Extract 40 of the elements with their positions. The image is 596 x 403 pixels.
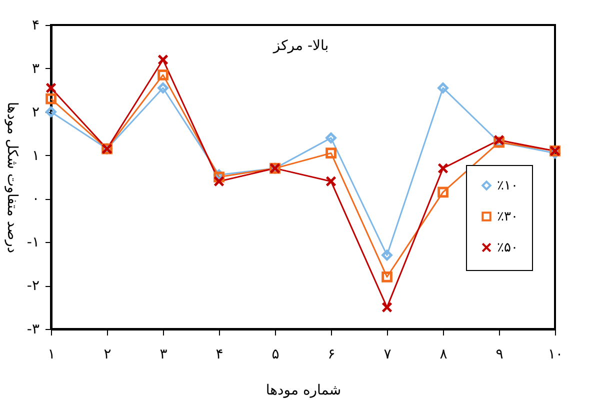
- x-tick-label: ۵: [272, 346, 280, 362]
- y-axis-title: درصد متفاوت شکل مودها: [4, 102, 20, 254]
- point: [438, 162, 448, 174]
- point: [46, 93, 56, 104]
- x-tick-label: ۶: [328, 346, 336, 362]
- point: [214, 176, 224, 187]
- point: [46, 82, 56, 94]
- legend-label: ٪۵۰: [497, 240, 518, 256]
- y-tick-label: ۳: [32, 60, 40, 77]
- y-tick-label: -۳: [26, 322, 40, 338]
- legend-label: ٪۳۰: [497, 210, 518, 224]
- point: [326, 148, 336, 159]
- x-tick-label: ۸: [440, 346, 448, 362]
- x-tick-label: ۹: [496, 346, 504, 362]
- point: [158, 70, 168, 80]
- point: [158, 54, 168, 66]
- x-tick-label: ۳: [160, 346, 168, 362]
- point: [326, 132, 336, 144]
- x-tick-label: ۲: [104, 346, 112, 362]
- y-tick-label: -۱: [26, 234, 40, 251]
- y-tick-label: ۲: [32, 104, 40, 120]
- x-tick-label: ۷: [384, 346, 392, 362]
- point: [382, 302, 392, 313]
- legend-label: ٪۱۰: [497, 178, 518, 194]
- point: [438, 82, 448, 94]
- y-tick-label: -۲: [26, 278, 40, 294]
- point: [158, 82, 168, 94]
- point: [382, 271, 392, 282]
- x-tick-label: ۱۰: [548, 346, 564, 362]
- x-tick-label: ۱: [48, 346, 56, 362]
- point: [438, 186, 448, 198]
- x-tick-label: ۴: [216, 346, 224, 362]
- point: [382, 250, 392, 261]
- point: [326, 176, 336, 187]
- y-tick-label: ۱: [32, 148, 40, 164]
- y-tick-label: ۰: [32, 191, 40, 208]
- x-axis-title: شماره مودها: [266, 382, 342, 398]
- point: [46, 106, 56, 118]
- y-tick-label: ۴: [32, 18, 40, 34]
- annotation: بالا- مرکز: [272, 38, 329, 54]
